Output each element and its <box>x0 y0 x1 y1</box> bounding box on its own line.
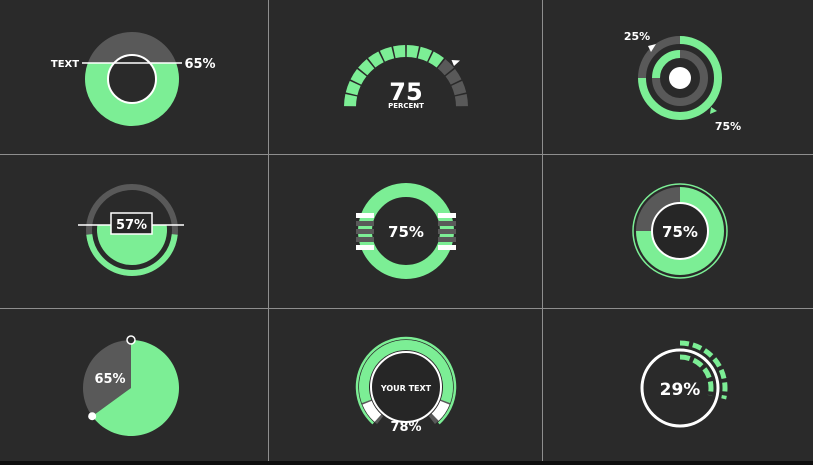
w6-inner-circle <box>651 202 709 260</box>
w3-center-dot <box>669 67 691 89</box>
w7-gray-slice <box>83 340 131 417</box>
w8-value: 78% <box>390 420 421 435</box>
w9-main-circle <box>640 348 720 428</box>
w8-green-arc <box>359 340 453 404</box>
w3-arrow-gray-icon <box>648 44 656 52</box>
w3-label-green: 75% <box>715 120 741 133</box>
widget-pie-chart: 65% <box>83 335 180 437</box>
w4-value-box <box>110 212 153 235</box>
w2-caption: PERCENT <box>388 102 424 110</box>
w2-segment <box>451 80 467 96</box>
w2-value: 75 <box>389 78 422 106</box>
w5-tick <box>356 221 374 226</box>
w5-tick <box>438 229 456 234</box>
w1-label: TEXT <box>51 59 79 70</box>
w2-segment <box>406 45 419 59</box>
w5-value: 75% <box>388 223 424 241</box>
w5-tick <box>438 221 456 226</box>
widget-bracket-donut: 75% <box>356 183 456 279</box>
w1-gray-half <box>87 31 177 63</box>
w8-white-end-left <box>362 400 382 422</box>
w4-fill-level <box>97 225 168 265</box>
widget-concentric-rings: 25% 75% <box>624 30 741 133</box>
w4-value: 57% <box>116 218 147 233</box>
w7-handle-top <box>126 335 136 345</box>
w2-segment <box>417 46 433 62</box>
widget-pie-ring: 75% <box>632 183 728 279</box>
w5-bracket-ticks <box>356 213 456 250</box>
w3-arrow-green-icon <box>710 107 717 114</box>
w9-value: 29% <box>660 380 701 400</box>
w8-white-end-right <box>431 400 450 421</box>
w9-dashed-arc-outer <box>679 340 728 400</box>
w7-handle-bottom <box>88 412 97 421</box>
w2-segment <box>437 59 454 76</box>
w3-inner-green-arc <box>652 50 681 79</box>
w4-green-ring-arc <box>86 234 178 276</box>
w8-outer-arc <box>355 336 457 425</box>
w5-tick <box>438 245 456 250</box>
w2-pointer-icon <box>451 60 460 66</box>
widget-level-circle: 57% <box>78 184 184 276</box>
w8-inner-circle <box>370 351 442 423</box>
w5-tick <box>438 213 456 218</box>
w6-outer-outline <box>632 183 728 279</box>
w3-outer-green-arc <box>638 36 722 120</box>
w2-segment <box>428 51 444 68</box>
w5-tick <box>356 229 374 234</box>
widget-open-ring: YOUR TEXT 78% <box>355 336 457 435</box>
w5-tick <box>356 213 374 218</box>
w2-segment <box>393 45 406 59</box>
w1-value: 65% <box>184 57 215 72</box>
w9-dashed-arc-inner <box>679 354 714 397</box>
w6-value: 75% <box>662 223 698 241</box>
widget-split-circle: TEXT 65% <box>51 31 216 126</box>
w2-segment <box>454 94 468 107</box>
w5-tick <box>356 237 374 242</box>
w2-segment <box>368 51 384 68</box>
w8-label: YOUR TEXT <box>380 384 432 393</box>
w3-label-gray: 25% <box>624 30 650 43</box>
widget-segment-gauge: 75 PERCENT <box>344 45 468 110</box>
w3-inner-gray-arc <box>652 50 708 106</box>
w2-segment <box>445 69 462 85</box>
w5-tick <box>438 237 456 242</box>
w2-segments <box>344 45 468 107</box>
bottom-edge <box>0 461 813 465</box>
w1-inner-circle <box>107 54 157 104</box>
w3-outer-gray-arc <box>638 36 681 79</box>
w2-segment <box>379 46 395 62</box>
w2-segment <box>344 94 358 107</box>
w2-segment <box>345 80 361 96</box>
w7-green-slice <box>92 340 180 437</box>
w2-segment <box>350 69 367 85</box>
w2-segment <box>358 59 375 76</box>
w5-tick <box>356 245 374 250</box>
w7-value: 65% <box>94 372 125 387</box>
widget-dashed-arcs: 29% <box>640 340 728 428</box>
